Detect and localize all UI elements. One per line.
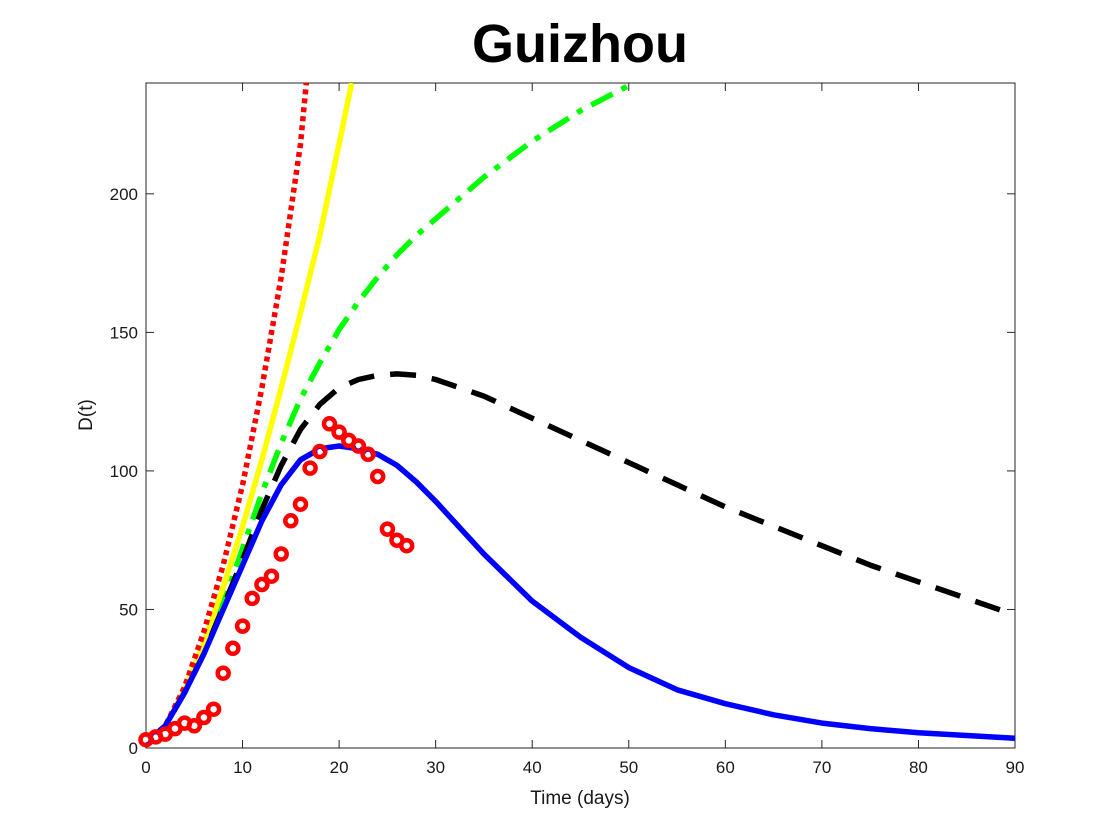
data-point-center — [269, 573, 274, 579]
data-point — [215, 665, 231, 681]
data-point-center — [327, 421, 332, 427]
data-point-center — [211, 706, 217, 712]
data-point-center — [355, 443, 361, 449]
data-point — [312, 443, 328, 460]
y-tick-label: 0 — [129, 739, 138, 758]
series-line-solid — [146, 443, 1015, 745]
chart-title: Guizhou — [472, 14, 688, 74]
data-point-center — [404, 543, 410, 549]
data-point-center — [201, 715, 207, 720]
data-point-ring — [302, 460, 318, 476]
data-point-ring — [321, 416, 338, 432]
data-point-center — [317, 449, 323, 454]
data-point-center — [182, 720, 188, 726]
data-point-center — [384, 526, 390, 532]
data-point — [331, 424, 347, 440]
data-point-center — [191, 723, 197, 729]
data-point-ring — [273, 546, 289, 562]
series-layer — [138, 83, 1015, 748]
data-point-center — [259, 582, 265, 587]
data-point-center — [298, 501, 303, 507]
y-tick-label: 150 — [110, 323, 138, 342]
data-point-ring — [292, 496, 309, 512]
data-point-ring — [225, 640, 241, 657]
data-point-ring — [205, 701, 222, 717]
data-point-ring — [234, 618, 251, 634]
data-point-ring — [350, 438, 367, 454]
data-point — [263, 568, 280, 584]
data-point-ring — [331, 424, 347, 440]
data-point-ring — [312, 443, 328, 460]
data-point-ring — [369, 468, 386, 485]
data-point-center — [375, 474, 381, 479]
y-tick-label: 200 — [110, 185, 138, 204]
data-point-center — [346, 437, 352, 443]
y-axis-label: D(t) — [76, 399, 97, 431]
data-point — [379, 521, 396, 537]
data-point — [205, 701, 222, 717]
y-tick-label: 100 — [110, 462, 138, 481]
data-point-center — [220, 670, 226, 676]
data-point — [302, 460, 318, 476]
x-tick-label: 80 — [909, 758, 928, 777]
data-point — [398, 537, 415, 554]
data-point-center — [288, 518, 294, 524]
data-point — [360, 446, 376, 463]
data-point-center — [365, 451, 371, 457]
x-tick-label: 60 — [716, 758, 735, 777]
data-point — [254, 576, 270, 593]
data-point-center — [307, 465, 313, 471]
data-point — [369, 468, 386, 485]
x-tick-label: 90 — [1006, 758, 1025, 777]
x-tick-label: 20 — [330, 758, 349, 777]
x-tick-label: 70 — [812, 758, 831, 777]
data-point — [225, 640, 241, 657]
y-tick-label: 50 — [119, 600, 138, 619]
data-point — [283, 513, 299, 529]
data-point-ring — [360, 446, 376, 463]
axis-ticks: 0 10 20 30 40 50 60 70 80 90 0 50 100 150 200 — [110, 83, 1025, 777]
data-point — [273, 546, 289, 562]
data-point-ring — [283, 513, 299, 529]
data-point-center — [153, 734, 159, 740]
data-point — [186, 718, 203, 734]
data-point — [292, 496, 309, 512]
x-tick-label: 50 — [619, 758, 638, 777]
data-point — [196, 709, 212, 726]
data-point-ring — [398, 537, 415, 554]
data-point-center — [249, 595, 255, 601]
data-point-ring — [244, 590, 260, 607]
data-point-ring — [263, 568, 280, 584]
x-tick-label: 30 — [426, 758, 445, 777]
data-point-center — [240, 623, 246, 629]
data-point-center — [394, 537, 400, 543]
data-point-ring — [186, 718, 203, 734]
x-axis-label: Time (days) — [530, 788, 630, 809]
data-point — [244, 590, 260, 607]
data-point-ring — [196, 709, 212, 726]
data-point-ring — [254, 576, 270, 593]
data-point-center — [230, 645, 236, 651]
x-tick-label: 0 — [141, 758, 150, 777]
data-point-ring — [379, 521, 396, 537]
x-tick-label: 10 — [233, 758, 252, 777]
x-tick-label: 40 — [523, 758, 542, 777]
data-point-center — [162, 731, 168, 737]
data-point-center — [143, 737, 149, 743]
data-point-center — [278, 551, 284, 557]
data-point-ring — [215, 665, 231, 681]
data-point-center — [336, 429, 342, 435]
data-point — [321, 416, 338, 432]
data-point — [350, 438, 367, 454]
data-point — [234, 618, 251, 634]
data-point-center — [172, 726, 178, 732]
